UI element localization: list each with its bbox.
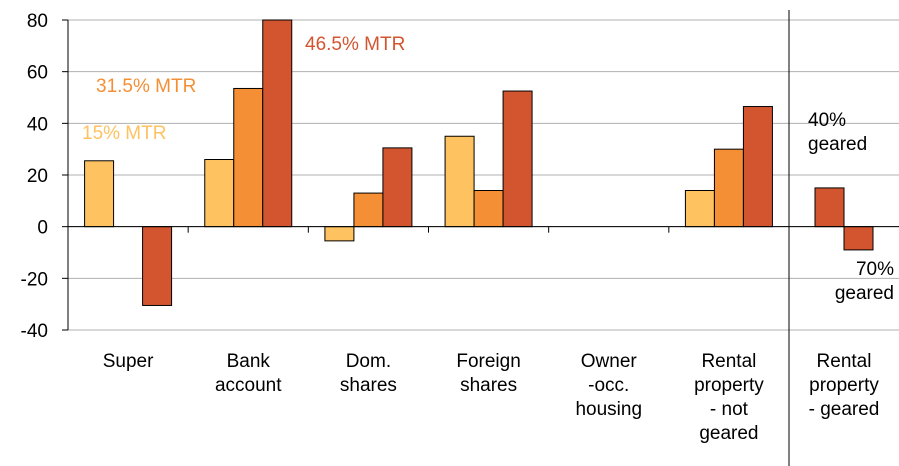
x-tick-label-line: geared: [699, 423, 758, 444]
y-tick-label: 60: [27, 63, 48, 84]
bar: [84, 160, 115, 228]
bar: [204, 159, 235, 228]
bar: [444, 135, 475, 228]
y-tick-label: -40: [21, 321, 48, 342]
x-tick-label-line: Owner: [581, 351, 638, 372]
bar: [382, 147, 413, 228]
series-label: 31.5% MTR: [96, 76, 197, 97]
x-tick-label-line: property: [809, 375, 879, 396]
x-tick-label-line: -occ.: [588, 375, 629, 396]
x-tick-label-line: housing: [575, 399, 642, 420]
x-tick-label-line: account: [215, 375, 282, 396]
series-label: 70% geared: [834, 259, 894, 304]
x-tick-label-line: Bank: [227, 351, 271, 372]
x-tick-label-line: Rental: [701, 351, 756, 372]
bar: [142, 226, 173, 306]
bar: [353, 192, 384, 228]
x-tick-label-line: Super: [103, 351, 154, 372]
bar: [324, 226, 355, 242]
y-tick-label: 40: [27, 114, 48, 135]
bar: [262, 19, 293, 228]
x-tick-label: Owner -occ. housing: [575, 351, 642, 420]
x-tick-label: Super: [103, 351, 154, 372]
series-label: 15% MTR: [82, 123, 167, 144]
bar: [684, 190, 715, 228]
bar: [843, 226, 874, 251]
x-tick-label: Foreign shares: [456, 351, 520, 396]
x-tick-label-line: - not: [710, 399, 749, 420]
x-tick-label: Rental property - not geared: [694, 351, 764, 444]
x-tick-label: Bank account: [215, 351, 282, 396]
series-label: 40% geared: [808, 110, 868, 155]
x-tick-label: Rental property - geared: [809, 351, 880, 420]
series-label: 46.5% MTR: [305, 34, 406, 55]
bar: [713, 148, 744, 228]
bar: [814, 187, 845, 228]
y-tick-label: 80: [27, 11, 48, 32]
y-tick-label: -20: [21, 269, 48, 290]
bar: [502, 90, 533, 228]
x-tick-label-line: shares: [460, 375, 517, 396]
bar: [742, 106, 773, 228]
bar: [233, 87, 264, 228]
x-tick-label-line: Foreign: [456, 351, 520, 372]
y-tick-label: 0: [37, 218, 48, 239]
y-tick-label: 20: [27, 166, 48, 187]
x-tick-label-line: Dom.: [346, 351, 391, 372]
x-tick-label-line: Rental: [817, 351, 872, 372]
x-tick-label-line: shares: [340, 375, 397, 396]
bar: [473, 190, 504, 228]
x-tick-label-line: property: [694, 375, 764, 396]
x-tick-label: Dom. shares: [340, 351, 397, 396]
x-tick-label-line: - geared: [809, 399, 880, 420]
